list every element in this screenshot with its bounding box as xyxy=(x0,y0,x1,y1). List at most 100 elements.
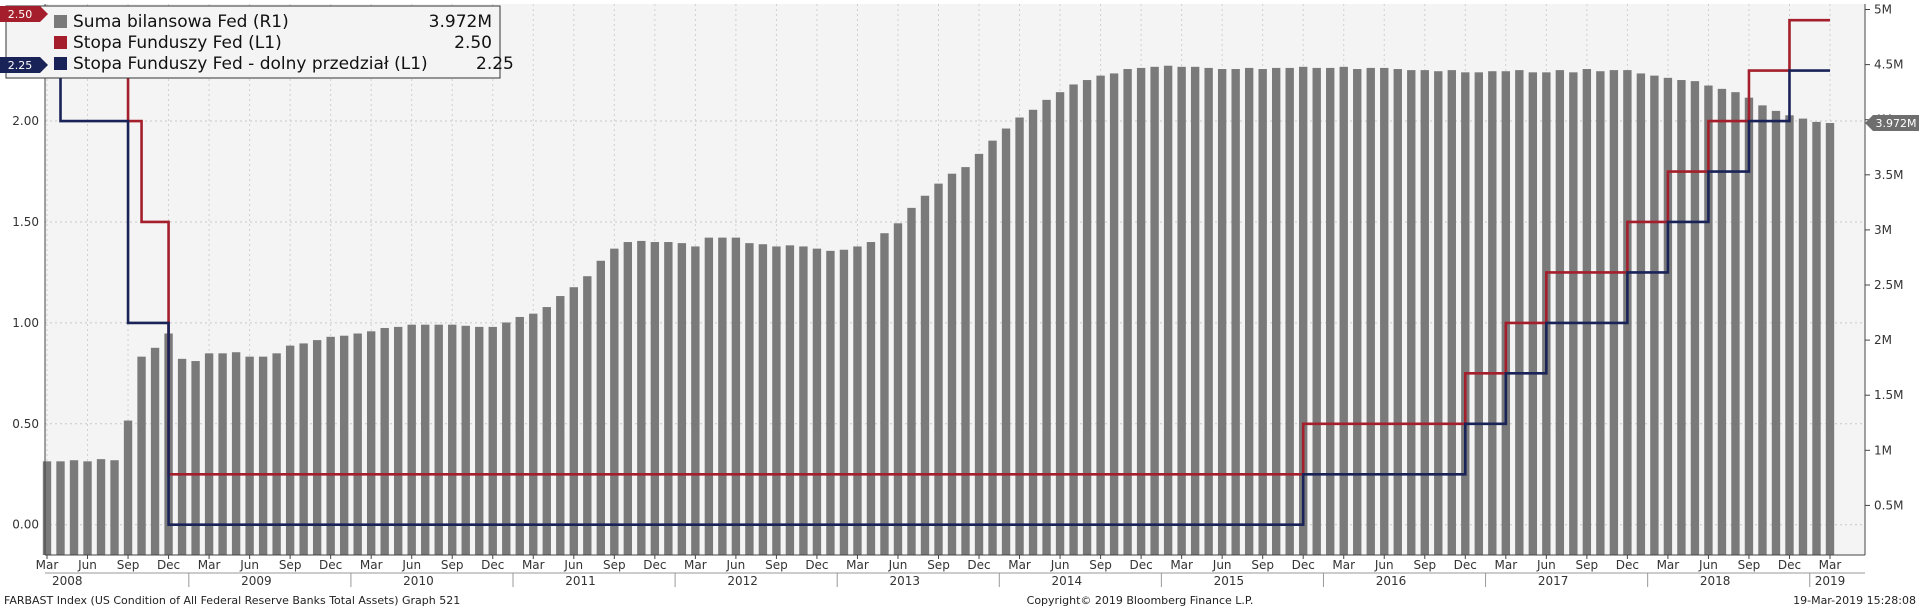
flag-fed-funds-text: 2.50 xyxy=(8,8,33,21)
bar xyxy=(1434,71,1443,556)
year-label: 2010 xyxy=(403,574,434,588)
bar xyxy=(1204,67,1213,555)
bar xyxy=(1272,67,1281,555)
bar xyxy=(1042,99,1051,556)
month-tick-label: Jun xyxy=(1212,558,1232,572)
month-tick-label: Mar xyxy=(198,558,221,572)
left-tick-label: 2.00 xyxy=(12,114,39,128)
bar xyxy=(1798,118,1808,555)
bar xyxy=(866,242,876,556)
legend-box xyxy=(5,5,501,79)
bar xyxy=(637,240,646,555)
bar xyxy=(1785,115,1794,555)
bar xyxy=(1407,70,1416,556)
bar xyxy=(245,356,254,555)
month-tick-label: Dec xyxy=(967,558,990,572)
bar xyxy=(1474,72,1483,555)
bar xyxy=(1150,66,1159,556)
bar xyxy=(56,461,65,555)
month-tick-label: Jun xyxy=(239,558,259,572)
bar xyxy=(1717,88,1727,555)
month-tick-label: Mar xyxy=(1170,558,1193,572)
month-tick-label: Dec xyxy=(1129,558,1152,572)
bar xyxy=(1217,69,1227,555)
bar xyxy=(1015,117,1024,556)
flag-fed-funds-lower-text: 2.25 xyxy=(8,59,33,72)
month-tick-label: Jun xyxy=(888,558,908,572)
legend-value: 2.50 xyxy=(454,33,492,53)
month-tick-label: Jun xyxy=(77,558,97,572)
bar xyxy=(299,343,308,555)
bar xyxy=(1231,69,1240,555)
month-tick-label: Sep xyxy=(1251,558,1274,572)
bar xyxy=(1650,75,1659,555)
bar xyxy=(1082,80,1092,556)
bar xyxy=(1393,69,1402,555)
month-tick-label: Jun xyxy=(1374,558,1394,572)
month-tick-label: Jun xyxy=(1536,558,1556,572)
bar xyxy=(812,248,822,556)
bar xyxy=(1461,72,1470,555)
bar xyxy=(1055,92,1065,555)
bar xyxy=(934,183,943,555)
bar xyxy=(1744,97,1754,556)
bar xyxy=(1771,110,1781,556)
bar xyxy=(1731,92,1740,555)
bar xyxy=(731,237,741,555)
bar xyxy=(772,246,781,555)
bar xyxy=(1758,105,1767,555)
flag-balance-text: 3.972M xyxy=(1876,117,1917,130)
bar xyxy=(339,335,349,555)
bar xyxy=(137,356,146,555)
bar xyxy=(745,243,754,555)
legend-value: 3.972M xyxy=(429,12,492,32)
month-tick-label: Mar xyxy=(684,558,707,572)
month-tick-label: Mar xyxy=(1008,558,1031,572)
bar xyxy=(312,340,322,555)
bar xyxy=(380,327,389,555)
year-label: 2009 xyxy=(241,574,272,588)
month-tick-label: Mar xyxy=(1819,558,1842,572)
bar xyxy=(1825,123,1835,556)
bar xyxy=(1136,67,1146,555)
bar xyxy=(407,324,416,555)
bar xyxy=(785,245,795,555)
bar xyxy=(1555,70,1565,556)
bar xyxy=(502,322,511,555)
bar xyxy=(583,276,592,555)
legend-swatch xyxy=(54,36,67,49)
right-tick-label: 5M xyxy=(1874,3,1892,17)
bar xyxy=(988,140,997,555)
year-label: 2018 xyxy=(1700,574,1731,588)
bar xyxy=(1528,72,1538,555)
bar xyxy=(664,242,673,556)
month-tick-label: Mar xyxy=(1494,558,1517,572)
right-tick-label: 1.5M xyxy=(1874,388,1903,402)
bar xyxy=(461,325,470,555)
month-tick-label: Sep xyxy=(279,558,302,572)
bar xyxy=(1609,70,1619,556)
bar xyxy=(448,324,457,555)
bar xyxy=(1704,85,1713,555)
bar xyxy=(704,237,714,555)
bar xyxy=(1258,69,1267,555)
bar xyxy=(326,336,335,555)
month-tick-label: Mar xyxy=(1657,558,1680,572)
bar xyxy=(150,347,160,555)
month-tick-label: Sep xyxy=(1089,558,1112,572)
bar xyxy=(1677,80,1686,556)
bar xyxy=(1190,66,1200,556)
month-tick-label: Dec xyxy=(1292,558,1315,572)
bar xyxy=(1244,67,1254,555)
bar xyxy=(596,260,605,555)
bar xyxy=(421,324,430,555)
month-tick-label: Dec xyxy=(157,558,180,572)
bar xyxy=(488,326,497,555)
bar xyxy=(218,353,227,555)
bar xyxy=(569,287,578,555)
bar xyxy=(1177,66,1186,556)
footer: FARBAST Index (US Condition of All Feder… xyxy=(4,594,1916,607)
year-label: 2008 xyxy=(52,574,83,588)
year-label: 2013 xyxy=(889,574,920,588)
